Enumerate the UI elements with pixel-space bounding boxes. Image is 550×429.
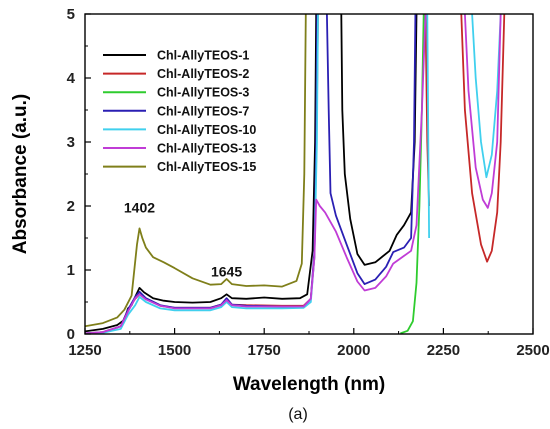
legend-label-6: Chl-AllyTEOS-13 bbox=[157, 142, 256, 156]
series-7-line-1 bbox=[85, 14, 307, 328]
y-tick-label-4: 4 bbox=[67, 70, 76, 87]
series-3 bbox=[400, 14, 425, 334]
series-1-line-2 bbox=[340, 14, 418, 266]
series-6 bbox=[85, 14, 502, 334]
legend-label-5: Chl-AllyTEOS-10 bbox=[157, 123, 256, 137]
series-2 bbox=[85, 14, 506, 334]
figure-caption: (a) bbox=[288, 406, 308, 423]
annotations: 1402 1645 bbox=[124, 199, 242, 279]
legend-label-4: Chl-AllyTEOS-7 bbox=[157, 104, 249, 118]
series-3-line-1 bbox=[400, 14, 425, 334]
series-5 bbox=[85, 14, 502, 334]
annotation-2: 1645 bbox=[211, 263, 242, 279]
legend-label-3: Chl-AllyTEOS-3 bbox=[157, 86, 249, 100]
legend: Chl-AllyTEOS-1 Chl-AllyTEOS-2 Chl-AllyTEOS… bbox=[103, 49, 256, 174]
y-tick-label-1: 1 bbox=[67, 262, 75, 279]
legend-label-2: Chl-AllyTEOS-2 bbox=[157, 67, 249, 81]
ticks-layer: 1250 1500 1750 2000 2250 2500 0 1 2 3 4 5 bbox=[67, 6, 550, 359]
series-4-line-2 bbox=[326, 14, 417, 285]
series-6-line-1 bbox=[85, 14, 427, 334]
y-tick-label-2: 2 bbox=[67, 198, 75, 215]
x-tick-label-2000: 2000 bbox=[337, 342, 370, 359]
series-6-line-2 bbox=[464, 14, 502, 209]
x-tick-label-2250: 2250 bbox=[427, 342, 460, 359]
y-tick-label-3: 3 bbox=[67, 134, 75, 151]
y-axis-title: Absorbance (a.u.) bbox=[10, 94, 31, 254]
x-tick-label-2500: 2500 bbox=[516, 342, 549, 359]
series-5-line-1 bbox=[85, 14, 319, 334]
series-layer bbox=[85, 14, 506, 334]
y-tick-label-5: 5 bbox=[67, 6, 75, 23]
series-2-line-3 bbox=[460, 14, 506, 263]
annotation-1: 1402 bbox=[124, 199, 155, 215]
y-tick-label-0: 0 bbox=[67, 326, 75, 343]
x-tick-label-1250: 1250 bbox=[68, 342, 101, 359]
x-axis-title: Wavelength (nm) bbox=[233, 374, 385, 395]
series-5-line-2 bbox=[426, 14, 430, 239]
series-5-line-3 bbox=[471, 14, 502, 179]
x-tick-label-1500: 1500 bbox=[158, 342, 191, 359]
legend-label-7: Chl-AllyTEOS-15 bbox=[157, 160, 256, 174]
x-tick-label-1750: 1750 bbox=[248, 342, 281, 359]
legend-label-1: Chl-AllyTEOS-1 bbox=[157, 49, 249, 63]
series-7 bbox=[85, 14, 307, 328]
